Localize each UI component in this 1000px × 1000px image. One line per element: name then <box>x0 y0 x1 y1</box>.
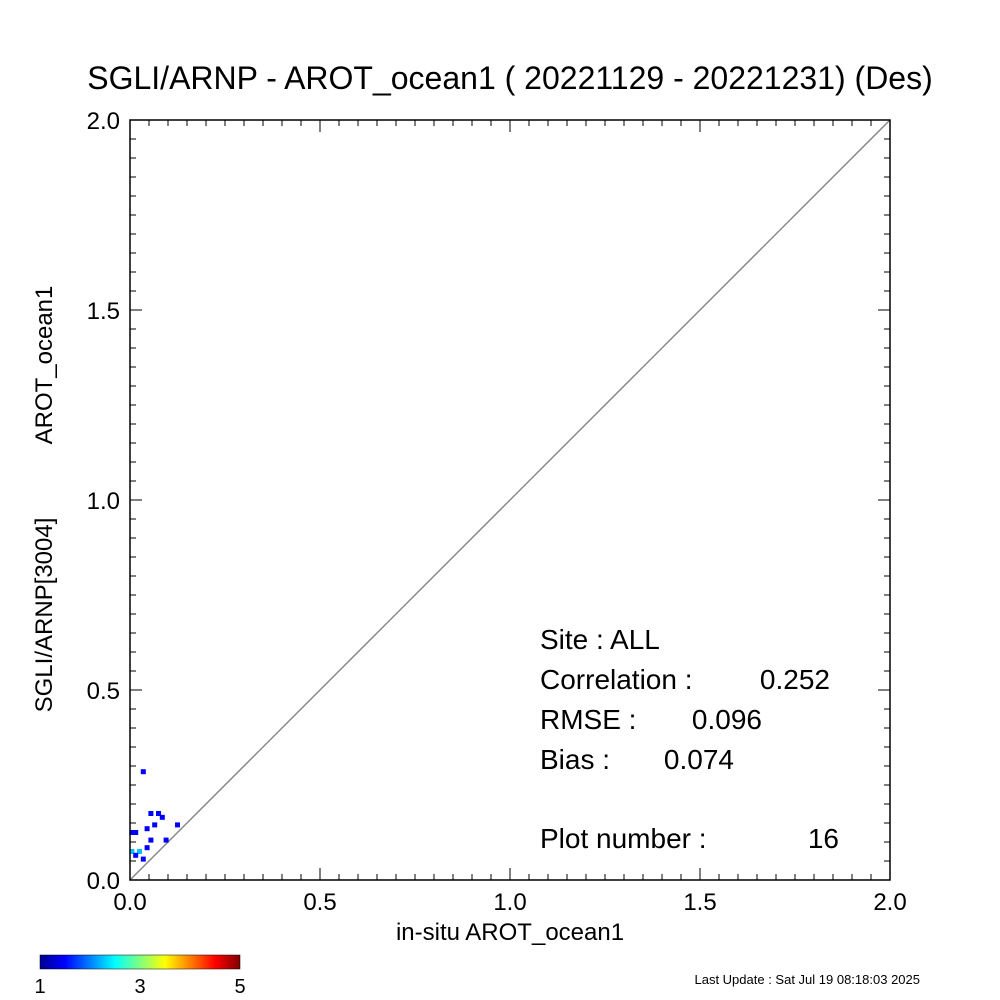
data-points <box>129 769 180 862</box>
data-point <box>175 822 180 828</box>
data-point <box>152 822 158 828</box>
data-point <box>140 769 146 775</box>
stat-bias-label: Bias : <box>540 744 610 775</box>
data-point <box>144 826 150 832</box>
x-tick-label: 0.0 <box>113 889 146 916</box>
stat-plot-number-value: 16 <box>808 823 839 854</box>
data-point <box>140 856 146 862</box>
stat-site: Site : ALL <box>540 624 660 655</box>
colorbar-tick-max: 5 <box>234 976 245 998</box>
y-axis-label: SGLI/ARNP[3004] <box>31 518 58 713</box>
y-tick-label: 1.5 <box>87 298 120 325</box>
y-tick-label: 0.0 <box>87 868 120 895</box>
tick-labels: 0.0 0.5 1.0 1.5 2.0 0.0 0.5 1.0 1.5 2.0 <box>87 108 907 916</box>
data-point <box>137 849 142 854</box>
stat-correlation-label: Correlation : <box>540 664 693 695</box>
data-point <box>129 830 135 835</box>
colorbar <box>39 954 241 970</box>
last-update-text: Last Update : Sat Jul 19 08:18:03 2025 <box>694 972 920 987</box>
data-point <box>159 814 165 820</box>
stat-bias-value: 0.074 <box>664 744 734 775</box>
plot-frame <box>129 119 891 881</box>
chart-title: SGLI/ARNP - AROT_ocean1 ( 20221129 - 202… <box>87 60 933 96</box>
axis-ticks <box>129 119 891 881</box>
x-tick-label: 1.5 <box>683 889 716 916</box>
y-tick-label: 0.5 <box>87 678 120 705</box>
data-point <box>133 830 139 835</box>
y-tick-label: 2.0 <box>87 108 120 135</box>
x-axis-label: in-situ AROT_ocean1 <box>396 919 624 946</box>
data-point <box>133 852 139 858</box>
colorbar-tick-min: 1 <box>34 976 45 998</box>
x-tick-label: 1.0 <box>493 889 526 916</box>
stat-rmse-value: 0.096 <box>692 704 762 735</box>
one-to-one-line <box>129 119 891 881</box>
data-point <box>148 811 154 816</box>
y-axis-sublabel: AROT_ocean1 <box>31 286 58 445</box>
stat-correlation-value: 0.252 <box>760 664 830 695</box>
data-point <box>156 811 161 816</box>
y-tick-label: 1.0 <box>87 488 120 515</box>
stats-box: Site : ALL Correlation : 0.252 RMSE : 0.… <box>540 624 839 854</box>
data-point <box>144 845 150 851</box>
colorbar-tick-mid: 3 <box>134 976 145 998</box>
stat-rmse-label: RMSE : <box>540 704 636 735</box>
x-tick-label: 0.5 <box>303 889 336 916</box>
data-point <box>148 837 154 843</box>
stat-plot-number-label: Plot number : <box>540 823 707 854</box>
data-point <box>163 837 169 843</box>
data-point <box>129 849 135 854</box>
x-tick-label: 2.0 <box>873 889 906 916</box>
